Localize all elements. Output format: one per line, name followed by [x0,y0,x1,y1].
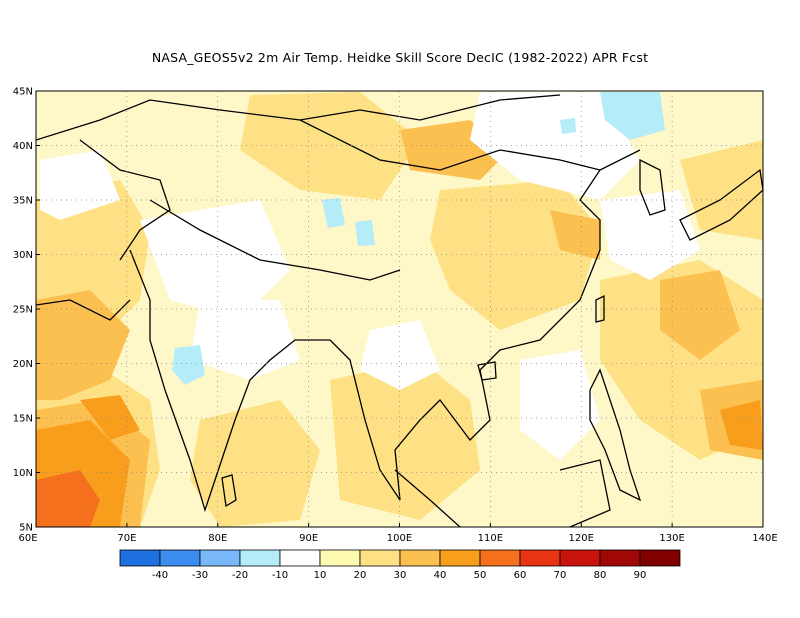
colorbar-label: -30 [192,570,208,581]
colorbar-swatch [359,549,401,567]
lat-tick-label: 40N [13,141,33,152]
colorbar-swatch [119,549,161,567]
coastline-hainan [477,361,497,381]
field-region-20 [680,140,763,240]
colorbar-swatch [279,549,321,567]
lat-tick-label: 45N [13,87,33,98]
lon-tick-label: 110E [478,533,503,544]
colorbar-label: 20 [354,570,367,581]
lat-tick-label: 15N [13,414,33,425]
colorbar-label: 90 [634,570,647,581]
colorbar-label: -10 [272,570,288,581]
colorbar-swatch [399,549,441,567]
colorbar-label: 10 [314,570,327,581]
field-region-neg10 [560,118,576,134]
lon-tick-label: 130E [659,533,684,544]
field-region-neutral [520,350,600,460]
field-region-neg10 [322,198,345,228]
lon-tick-label: 80E [208,533,227,544]
colorbar-swatch [519,549,561,567]
coastline-india [129,249,330,513]
colorbar-label: -40 [152,570,168,581]
lon-tick-label: 100E [387,533,412,544]
lon-tick-label: 60E [18,533,37,544]
lon-tick-label: 120E [569,533,594,544]
field-region-neutral [140,200,290,320]
field-region-neg10 [172,345,205,385]
lon-tick-label: 70E [117,533,136,544]
colorbar-swatch [159,549,201,567]
coastline-philippines [589,368,642,502]
coastlines [36,94,763,527]
border-mongolia [299,119,601,171]
coastline-arabian [36,299,131,321]
field-region-20 [240,92,420,200]
colorbar-label: -20 [232,570,248,581]
field-region-40 [720,400,763,450]
coastline-srilanka [221,474,237,508]
field-region-30 [36,290,130,400]
coastline-korea-japan [639,158,763,241]
field-region-neutral [360,320,440,390]
field-region-neutral [190,300,300,380]
colorbar-label: 50 [474,570,487,581]
lat-tick-label: 10N [13,468,33,479]
lat-tick-label: 5N [19,523,33,534]
lat-tick-label: 30N [13,250,33,261]
colorbar-label: 60 [514,570,527,581]
colorbar-swatch [559,549,601,567]
field-region-neg10 [355,220,375,246]
field-region-40 [80,395,140,440]
map-title: NASA_GEOS5v2 2m Air Temp. Heidke Skill S… [151,50,649,65]
coastline-borneo [559,459,611,527]
colorbar-labels: -40 -30 -20 -10 10 20 30 40 50 60 70 80 90 [152,570,647,581]
graticule [36,91,763,527]
field-region-neg10 [600,92,665,140]
border-himalaya [149,199,401,281]
border-central [79,139,171,261]
colorbar-label: 70 [554,570,567,581]
coastline-taiwan [595,294,605,323]
colorbar-swatch [439,549,481,567]
longitude-labels: 60E 70E 80E 90E 100E 110E 120E 130E 140E [18,523,778,544]
colorbar-swatch [479,549,521,567]
field-region-neutral [600,190,700,280]
coastline-sumatra [394,469,461,527]
colorbar [119,549,681,567]
field-region-50 [36,470,100,527]
field-region-20 [190,400,320,527]
coastline-seasia [329,149,641,501]
colorbar-swatch [199,549,241,567]
colorbar-label: 80 [594,570,607,581]
field-region-30 [550,210,600,260]
colorbar-label: 30 [394,570,407,581]
lon-tick-label: 140E [752,533,777,544]
field-region-20 [330,360,480,520]
colorbar-swatch [639,549,681,567]
field-region-neutral [40,150,120,220]
colorbar-swatch [239,549,281,567]
latitude-labels: 45N 40N 35N 30N 25N 20N 15N 10N 5N [13,87,40,534]
lat-tick-label: 35N [13,196,33,207]
colorbar-swatch [319,549,361,567]
colorbar-swatch [599,549,641,567]
field-region-30 [660,270,740,360]
lon-tick-label: 90E [299,533,318,544]
colorbar-label: 40 [434,570,447,581]
lat-tick-label: 20N [13,359,33,370]
lat-tick-label: 25N [13,305,33,316]
